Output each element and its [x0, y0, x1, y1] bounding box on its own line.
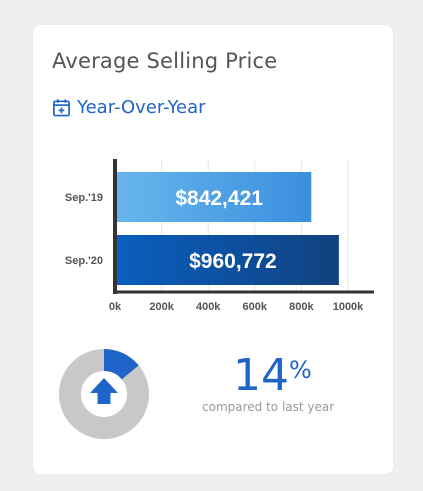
- category-label: Sep.'20: [65, 255, 103, 267]
- bar-data-label: $842,421: [175, 187, 263, 210]
- average-selling-price-card: Average Selling Price Year-Over-Year $84…: [33, 25, 393, 474]
- bar: [115, 235, 339, 285]
- x-tick-label: 200k: [149, 301, 174, 313]
- calendar-plus-icon: [53, 98, 70, 116]
- category-label: Sep.'19: [65, 192, 103, 204]
- change-percent-sign: %: [289, 356, 312, 384]
- change-percent: 14%: [233, 350, 312, 401]
- change-caption: compared to last year: [202, 400, 335, 414]
- bar-data-label: $960,772: [189, 250, 277, 273]
- card-title: Average Selling Price: [52, 49, 278, 73]
- x-tick-label: 1000k: [333, 301, 364, 313]
- x-tick-label: 800k: [289, 301, 314, 313]
- arrow-up-icon: [90, 378, 118, 404]
- change-gauge: [59, 349, 149, 439]
- gauge-fill-arc: [103, 349, 139, 380]
- change-percent-number: 14: [233, 350, 289, 401]
- x-tick-label: 600k: [243, 301, 268, 313]
- x-tick-label: 0k: [109, 301, 122, 313]
- x-tick-label: 400k: [196, 301, 221, 313]
- subtitle-text: Year-Over-Year: [77, 96, 206, 118]
- bar: [115, 172, 312, 222]
- price-bar-chart: $842,421 Sep.'19 $960,772 Sep.'20 0k 200k 400k…: [65, 159, 374, 313]
- year-over-year-heading: Year-Over-Year: [52, 95, 206, 119]
